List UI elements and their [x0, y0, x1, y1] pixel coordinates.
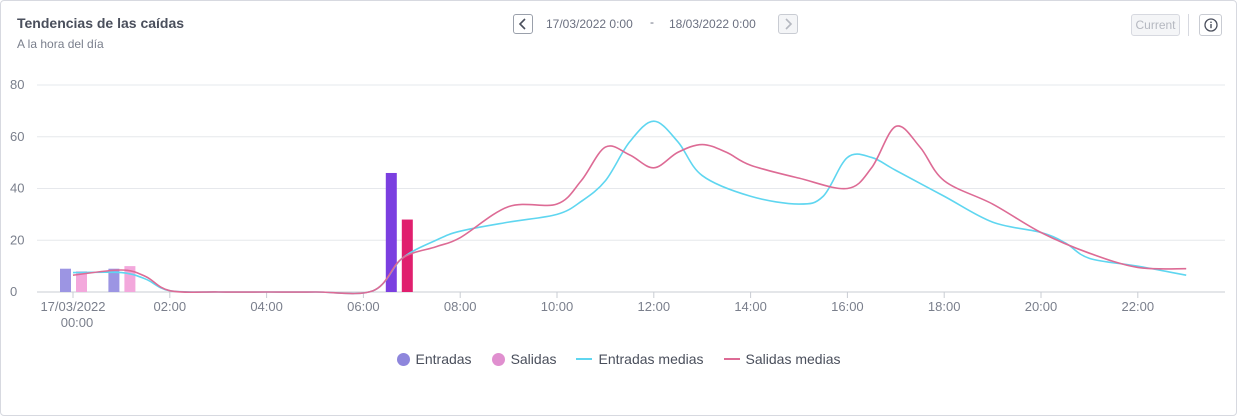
legend-label-salidas-medias: Salidas medias — [745, 351, 841, 367]
x-tick-label: 06:00 — [347, 299, 380, 314]
legend-label-entradas-medias: Entradas medias — [598, 351, 704, 367]
x-tick-label: 10:00 — [541, 299, 574, 314]
legend-item-salidas[interactable]: Salidas — [491, 351, 557, 367]
toolbar-divider — [1188, 14, 1189, 36]
date-range-separator: - — [650, 15, 654, 29]
legend-item-entradas[interactable]: Entradas — [396, 351, 472, 367]
previous-period-button[interactable] — [513, 14, 533, 34]
x-tick-label: 18:00 — [928, 299, 961, 314]
y-tick-label: 40 — [10, 181, 24, 196]
chevron-left-icon — [518, 18, 526, 30]
line-series — [72, 120, 1187, 295]
chevron-right-icon — [785, 18, 793, 30]
bar-salidas — [124, 266, 136, 292]
legend-item-salidas-medias[interactable]: Salidas medias — [723, 351, 841, 367]
current-period-button[interactable]: Current — [1131, 14, 1180, 36]
chart-title: Tendencias de las caídas — [17, 15, 185, 31]
x-tick-label: 12:00 — [638, 299, 671, 314]
bar-entradas — [60, 268, 71, 292]
info-icon — [1203, 18, 1218, 32]
x-tick-label: 00:00 — [61, 315, 94, 330]
x-tick-label: 08:00 — [444, 299, 477, 314]
x-tick-label: 04:00 — [250, 299, 283, 314]
legend-marker-salidas — [491, 352, 505, 366]
chart-legend: Entradas Salidas Entradas medias Salidas… — [0, 351, 1237, 367]
bar-salidas — [76, 271, 87, 292]
x-tick-label: 17/03/2022 — [40, 299, 105, 314]
x-tick-label: 14:00 — [734, 299, 767, 314]
x-tick-label: 22:00 — [1122, 299, 1155, 314]
legend-label-entradas: Entradas — [415, 351, 472, 367]
line-entradas-medias — [72, 120, 1187, 295]
bar-entradas — [108, 268, 120, 292]
date-range-end[interactable]: 18/03/2022 0:00 — [669, 17, 756, 31]
chart-grid — [37, 84, 1225, 293]
y-tick-label: 80 — [10, 77, 24, 92]
legend-marker-entradas — [396, 352, 410, 366]
info-button[interactable] — [1199, 14, 1222, 36]
next-period-button[interactable] — [778, 14, 798, 34]
x-tick-label: 16:00 — [831, 299, 864, 314]
y-tick-label: 0 — [10, 284, 17, 299]
line-salidas-medias — [72, 125, 1187, 295]
legend-label-salidas: Salidas — [510, 351, 557, 367]
x-tick-label: 02:00 — [154, 299, 187, 314]
legend-item-entradas-medias[interactable]: Entradas medias — [576, 351, 704, 367]
y-axis: 0 20 40 60 80 — [10, 77, 24, 299]
y-tick-label: 60 — [10, 129, 24, 144]
y-tick-label: 20 — [10, 232, 24, 247]
chart-subtitle: A la hora del día — [17, 37, 104, 51]
x-tick-label: 20:00 — [1025, 299, 1058, 314]
bar-series — [60, 172, 413, 292]
legend-marker-salidas-medias — [723, 358, 740, 360]
legend-marker-entradas-medias — [576, 358, 593, 360]
date-range-start[interactable]: 17/03/2022 0:00 — [546, 17, 633, 31]
bar-entradas — [385, 172, 397, 292]
